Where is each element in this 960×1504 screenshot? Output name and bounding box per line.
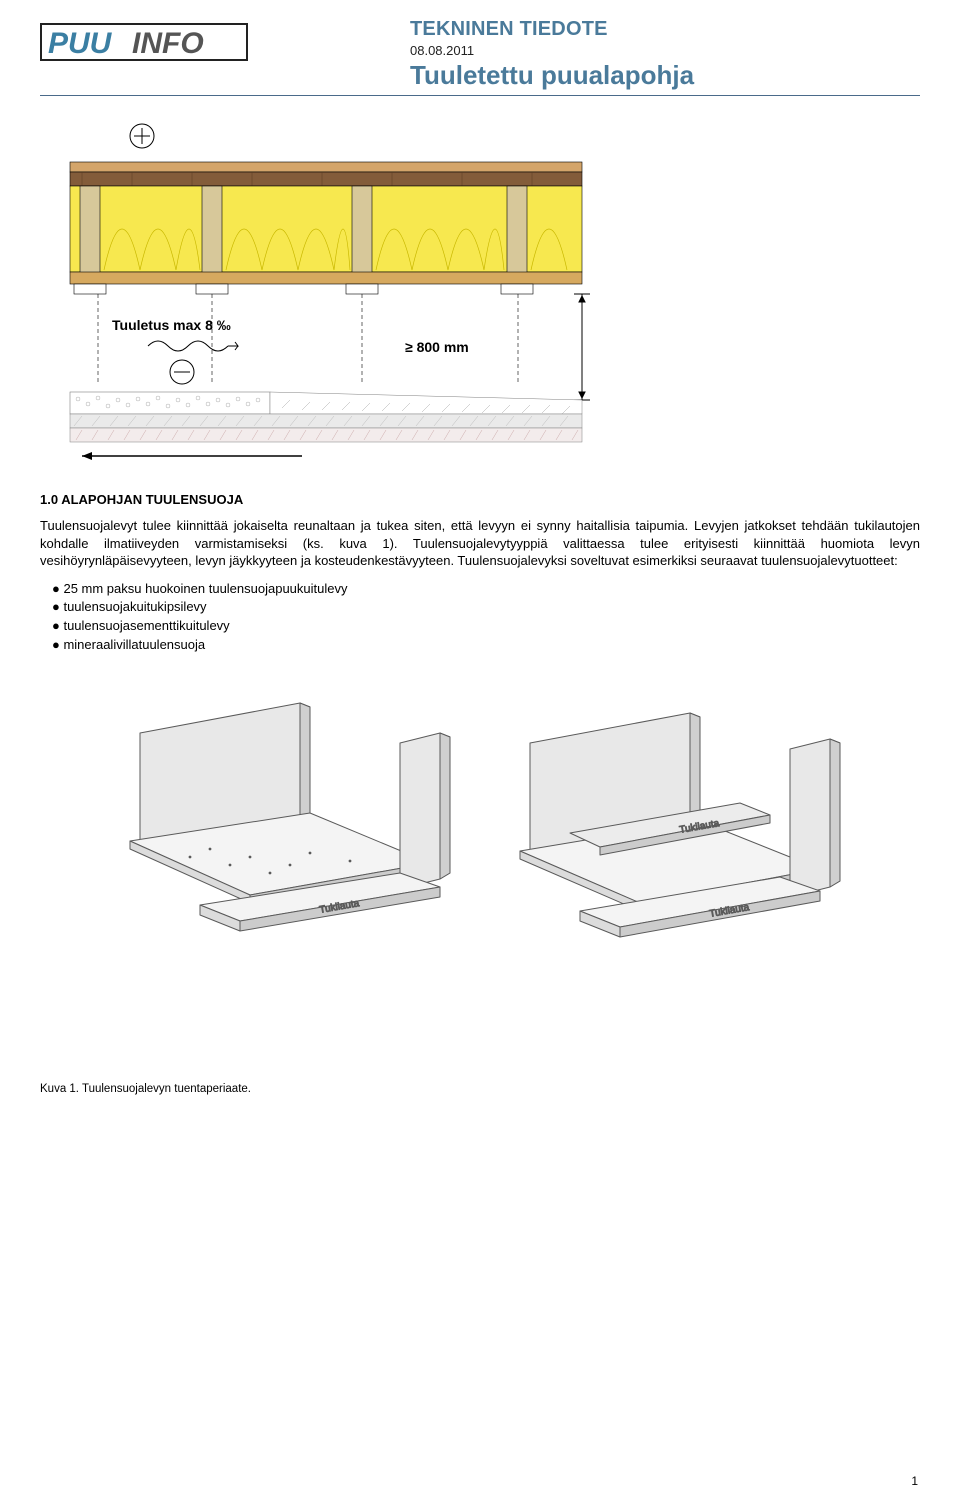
logo-text-puu: PUU <box>48 27 113 60</box>
header-doc-type: TEKNINEN TIEDOTE <box>410 18 920 41</box>
figure-1: Tuuletus max 8 ‰ ≥ 800 mm <box>52 114 612 474</box>
logo: PUU INFO <box>40 18 250 69</box>
product-list: 25 mm paksu huokoinen tuulensuojapuukuit… <box>52 580 920 655</box>
list-item: 25 mm paksu huokoinen tuulensuojapuukuit… <box>52 580 920 599</box>
figure-2: Tukilauta Tukilauta Tukilauta <box>100 673 860 973</box>
figure-2-svg: Tukilauta Tukilauta Tukilauta <box>100 673 860 973</box>
header-title: Tuuletettu puualapohja <box>410 60 920 91</box>
header-date: 08.08.2011 <box>410 43 920 58</box>
list-item: tuulensuojasementtikuitulevy <box>52 617 920 636</box>
figure-1-svg: Tuuletus max 8 ‰ ≥ 800 mm <box>52 114 612 474</box>
section-paragraph: Tuulensuojalevyt tulee kiinnittää jokais… <box>40 517 920 570</box>
figure1-label-tuuletus: Tuuletus max 8 ‰ <box>112 317 231 333</box>
page-header: PUU INFO TEKNINEN TIEDOTE 08.08.2011 Tuu… <box>40 18 920 96</box>
section-heading: 1.0 ALAPOHJAN TUULENSUOJA <box>40 492 920 507</box>
page-number: 1 <box>911 1474 918 1488</box>
logo-text-info: INFO <box>132 27 204 60</box>
figure-caption: Kuva 1. Tuulensuojalevyn tuentaperiaate. <box>40 1083 920 1095</box>
figure1-label-gap: ≥ 800 mm <box>405 339 469 355</box>
list-item: tuulensuojakuitukipsilevy <box>52 598 920 617</box>
header-text-block: TEKNINEN TIEDOTE 08.08.2011 Tuuletettu p… <box>290 18 920 91</box>
logo-svg: PUU INFO <box>40 18 250 66</box>
list-item: mineraalivillatuulensuoja <box>52 636 920 655</box>
